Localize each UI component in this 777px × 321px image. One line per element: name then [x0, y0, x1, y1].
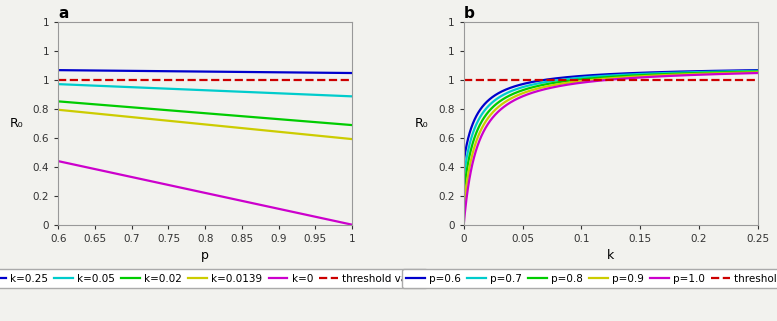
- Y-axis label: R₀: R₀: [9, 117, 23, 130]
- Text: b: b: [464, 6, 475, 21]
- Text: a: a: [58, 6, 68, 21]
- X-axis label: p: p: [201, 249, 209, 262]
- X-axis label: k: k: [607, 249, 615, 262]
- Legend: p=0.6, p=0.7, p=0.8, p=0.9, p=1.0, threshold value: p=0.6, p=0.7, p=0.8, p=0.9, p=1.0, thres…: [402, 269, 777, 288]
- Legend: k=0.25, k=0.05, k=0.02, k=0.0139, k=0, threshold value: k=0.25, k=0.05, k=0.02, k=0.0139, k=0, t…: [0, 269, 427, 288]
- Y-axis label: R₀: R₀: [415, 117, 428, 130]
